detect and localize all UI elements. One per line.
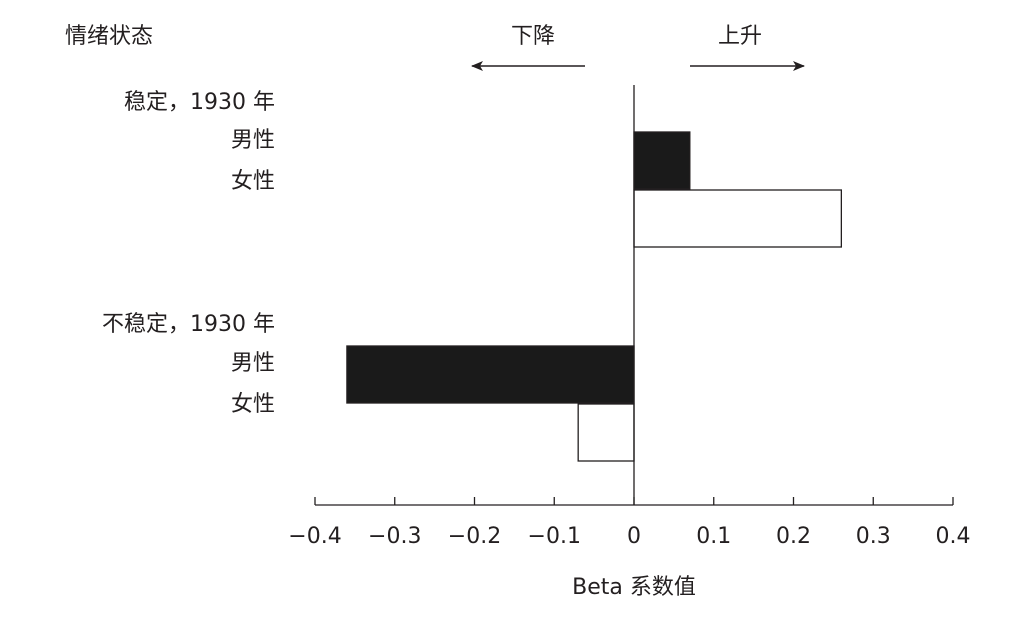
category-label: 女性	[231, 169, 275, 194]
x-tick-label: −0.2	[448, 524, 501, 549]
x-tick-label: 0.3	[856, 524, 891, 549]
group-label: 不稳定，1930 年	[102, 312, 275, 337]
annotation: 下降	[511, 24, 555, 49]
bar	[633, 131, 691, 190]
bar	[577, 403, 635, 462]
x-tick-label: 0.2	[776, 524, 811, 549]
x-tick-label: 0	[627, 524, 641, 549]
group-label: 稳定，1930 年	[124, 90, 275, 115]
x-tick-label: −0.1	[528, 524, 581, 549]
annotation: 上升	[718, 24, 762, 49]
category-label: 男性	[231, 128, 275, 153]
bar	[633, 189, 843, 248]
x-tick-label: −0.3	[368, 524, 421, 549]
category-label: 女性	[231, 392, 275, 417]
x-tick-label: −0.4	[288, 524, 341, 549]
x-tick-label: 0.1	[696, 524, 731, 549]
x-axis-title: Beta 系数值	[572, 575, 696, 600]
bar	[346, 345, 635, 404]
y-axis-title: 情绪状态	[65, 24, 153, 49]
x-tick-label: 0.4	[936, 524, 971, 549]
category-label: 男性	[231, 351, 275, 376]
